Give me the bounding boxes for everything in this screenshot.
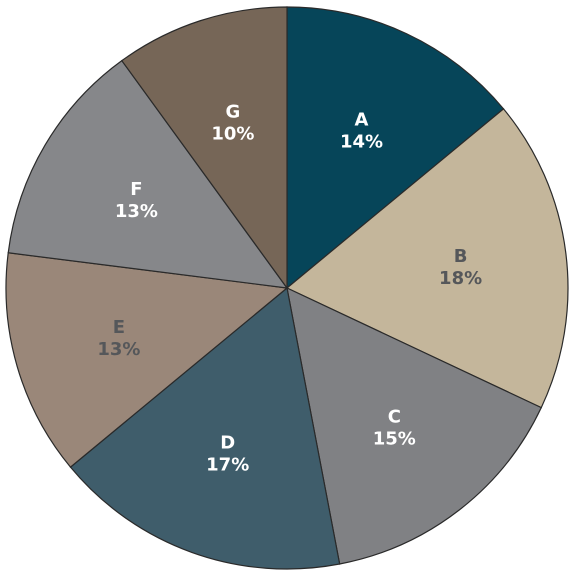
- slice-value-g: 10%: [211, 124, 254, 145]
- pie-slice-a: [286, 6, 505, 290]
- slice-label-d: D: [220, 433, 235, 454]
- slice-value-b: 18%: [439, 268, 482, 289]
- pie-slice-f: [7, 59, 289, 289]
- slice-label-a: A: [355, 110, 369, 131]
- slice-label-b: B: [454, 246, 468, 267]
- pie-slice-g: [120, 6, 288, 290]
- slice-value-c: 15%: [373, 428, 416, 449]
- slice-label-f: F: [130, 179, 142, 200]
- slice-value-d: 17%: [206, 455, 249, 476]
- pie-slice-c: [286, 286, 543, 565]
- slices-layer: [5, 6, 569, 570]
- labels-layer: A14%B18%C15%D17%E13%F13%G10%: [97, 102, 482, 476]
- slice-value-a: 14%: [340, 132, 383, 153]
- slice-label-c: C: [388, 406, 401, 427]
- slice-value-e: 13%: [97, 339, 140, 360]
- pie-slice-b: [285, 108, 569, 409]
- pie-slice-d: [69, 286, 341, 570]
- pie-slice-e: [5, 252, 289, 468]
- slice-label-e: E: [113, 317, 125, 338]
- slice-label-g: G: [226, 102, 241, 123]
- slice-value-f: 13%: [115, 201, 158, 222]
